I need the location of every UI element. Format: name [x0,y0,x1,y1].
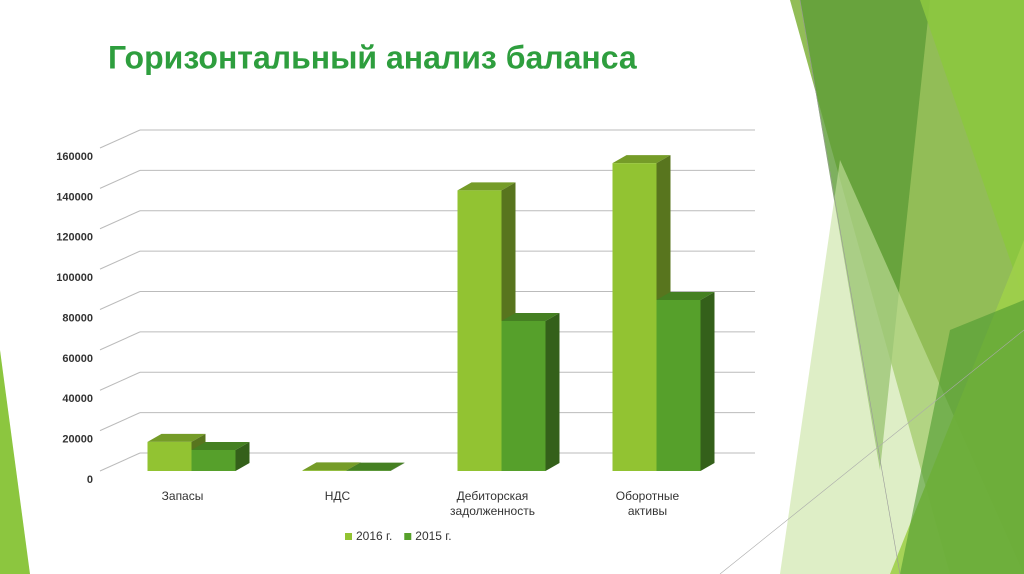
bar [346,462,405,471]
bar-face [612,155,671,164]
x-tick-label: Дебиторская задолженность [450,489,535,518]
grid-line [99,331,141,351]
y-tick-label: 100000 [56,272,93,284]
chart-title: Горизонтальный анализ баланса [108,39,637,75]
grid-line [99,250,141,270]
bar-face [545,313,560,471]
bar-face [147,433,206,442]
bar-face [700,292,715,471]
bar [656,292,715,471]
bar [501,313,560,471]
bar-face [191,450,236,471]
bar-face [656,300,701,471]
y-tick-label: 60000 [62,353,93,365]
grid-line [99,291,141,310]
y-tick-label: 140000 [56,191,93,203]
legend-swatch [404,533,412,540]
grid-line [99,210,141,230]
grid-line [99,452,141,472]
grid-line [99,412,141,432]
legend-label: 2015 г. [415,529,451,543]
y-tick-label: 20000 [62,434,93,446]
grid-line [99,371,141,391]
legend-swatch [345,533,352,540]
bar-face [656,292,715,301]
bar [191,442,250,471]
y-tick-label: 0 [87,474,93,486]
bar-face [501,313,560,322]
x-tick-label: Запасы [161,489,204,503]
bar-face [457,182,516,191]
bar-face [501,321,546,471]
bar-face [612,163,657,471]
x-tick-label: НДС [324,489,351,503]
grid-line [99,169,141,189]
bar-face [191,442,250,451]
y-tick-label: 40000 [62,393,93,405]
bar-face [302,462,361,471]
bar-face [147,441,192,471]
bar-face [346,462,405,471]
x-tick-label: Оборотные активы [615,489,680,518]
bar-face [390,462,405,471]
grid-line [99,129,141,149]
bar-face [457,190,502,472]
y-tick-label: 80000 [62,312,93,324]
y-tick-label: 160000 [56,151,93,163]
legend-label: 2016 г. [356,529,392,543]
bar-face [302,470,347,471]
y-tick-label: 120000 [56,232,93,244]
bar-face [235,442,250,471]
